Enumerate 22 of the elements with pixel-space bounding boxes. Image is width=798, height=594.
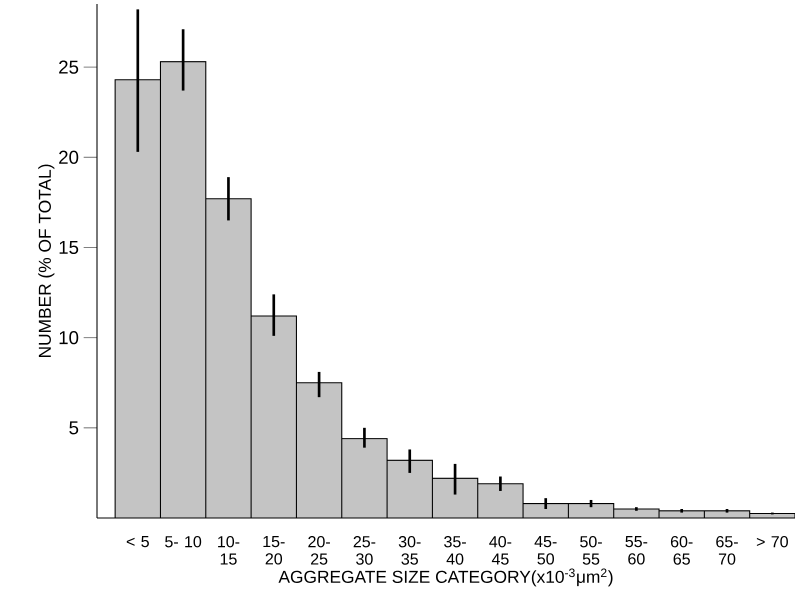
x-tick-label: 35- 40 bbox=[444, 536, 466, 565]
x-tick-label: < 5 bbox=[126, 536, 149, 548]
x-tick-label: 20- 25 bbox=[308, 536, 330, 565]
x-tick-label: 45- 50 bbox=[534, 536, 557, 565]
y-tick-label: 20 bbox=[59, 150, 78, 164]
x-tick-label: 60- 65 bbox=[670, 536, 693, 565]
x-tick-label: 25- 30 bbox=[354, 536, 376, 565]
x-tick-label: 30- 35 bbox=[398, 536, 421, 565]
x-tick-label: 55- 60 bbox=[625, 536, 648, 565]
y-tick-label: 25 bbox=[59, 60, 78, 74]
x-tick-label: 15- 20 bbox=[263, 536, 285, 565]
y-tick-label: 15 bbox=[60, 240, 78, 254]
x-tick-label: 10- 15 bbox=[218, 536, 240, 565]
y-tick-label: 5 bbox=[69, 421, 78, 434]
x-tick-label: 40- 45 bbox=[489, 536, 512, 565]
x-tick-label: 65- 70 bbox=[716, 536, 738, 565]
x-tick-label: 50- 55 bbox=[580, 536, 602, 565]
y-tick-label: 10 bbox=[60, 331, 78, 344]
x-tick-label: 5- 10 bbox=[165, 536, 202, 548]
x-tick-label: > 70 bbox=[756, 536, 788, 548]
y-axis-title: NUMBER (% OF TOTAL) bbox=[38, 164, 54, 358]
x-axis-title: AGGREGATE SIZE CATEGORY(x10$^{-3}$μm$^{2}$) bbox=[278, 568, 612, 586]
